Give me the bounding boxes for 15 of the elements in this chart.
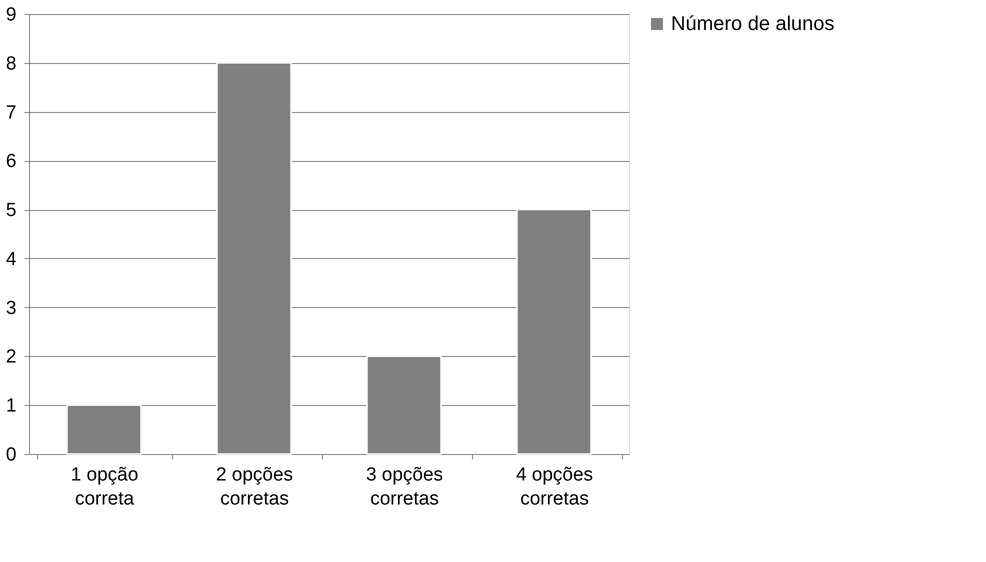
x-tick-label: 1 opção correta (70, 464, 138, 510)
legend-label: Número de alunos (671, 13, 834, 35)
y-tick-label: 1 (6, 396, 16, 417)
y-tick-label: 9 (6, 4, 16, 26)
y-tick-label: 6 (6, 151, 16, 172)
y-tick-label: 7 (6, 102, 16, 124)
y-tick-label: 5 (6, 200, 16, 222)
y-tick-label: 4 (6, 248, 17, 270)
y-tick-label: 2 (6, 346, 16, 368)
y-tick-label: 0 (6, 444, 16, 466)
x-tick-label: 2 opções corretas (216, 464, 294, 510)
x-tick-label: 3 opções corretas (366, 464, 444, 510)
y-tick-label: 8 (6, 53, 16, 74)
y-tick-label: 3 (6, 298, 16, 319)
x-tick-label: 4 opções corretas (516, 464, 594, 510)
